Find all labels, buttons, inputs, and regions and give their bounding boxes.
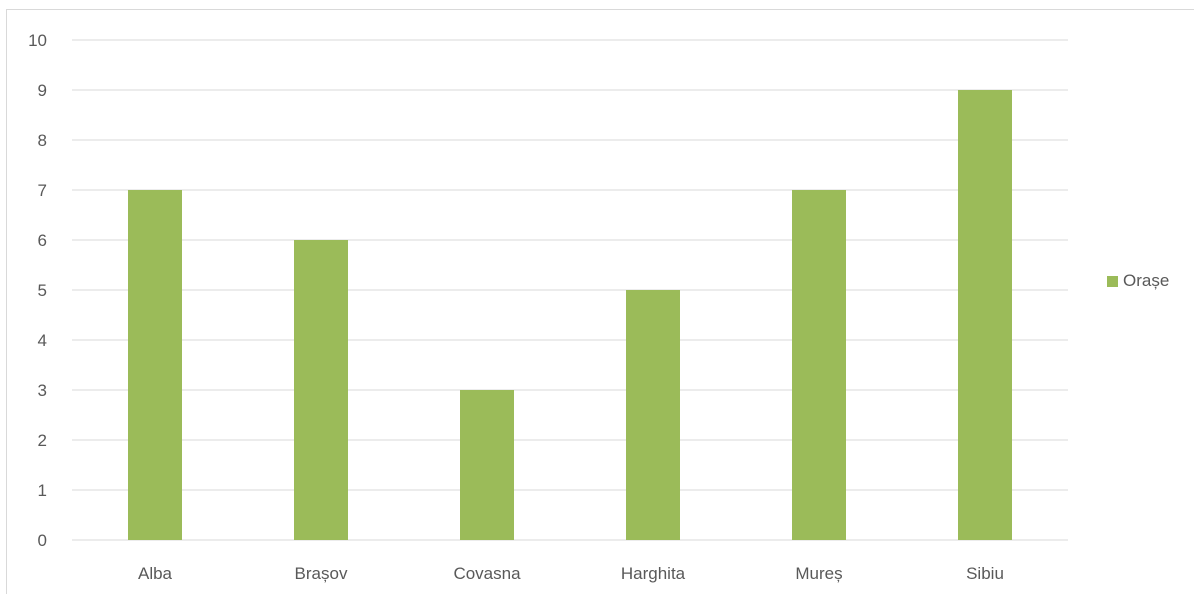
y-tick-label: 8 xyxy=(38,131,47,150)
x-tick-label: Alba xyxy=(138,564,173,583)
y-tick-label: 7 xyxy=(38,181,47,200)
y-tick-label: 9 xyxy=(38,81,47,100)
bar-brașov xyxy=(294,240,348,540)
bar-mureș xyxy=(792,190,846,540)
chart-frame xyxy=(6,9,1194,594)
legend: Orașe xyxy=(1107,271,1169,291)
y-axis-ticks: 0 1 2 3 4 5 6 7 8 9 10 xyxy=(28,31,47,550)
y-tick-label: 4 xyxy=(38,331,47,350)
x-tick-label: Brașov xyxy=(295,564,348,583)
bar-harghita xyxy=(626,290,680,540)
legend-swatch xyxy=(1107,275,1118,287)
bar-sibiu xyxy=(958,90,1012,540)
gridlines xyxy=(72,39,1068,541)
y-tick-label: 1 xyxy=(38,481,47,500)
y-tick-label: 0 xyxy=(38,531,47,550)
bar-covasna xyxy=(460,390,514,540)
y-tick-label: 10 xyxy=(28,31,47,50)
bars xyxy=(128,90,1012,540)
y-tick-label: 5 xyxy=(38,281,47,300)
x-tick-label: Mureș xyxy=(795,564,842,583)
y-tick-label: 2 xyxy=(38,431,47,450)
y-tick-label: 6 xyxy=(38,231,47,250)
x-tick-label: Covasna xyxy=(453,564,521,583)
x-axis-ticks: Alba Brașov Covasna Harghita Mureș Sibiu xyxy=(138,564,1004,583)
x-tick-label: Sibiu xyxy=(966,564,1004,583)
x-tick-label: Harghita xyxy=(621,564,686,583)
y-tick-label: 3 xyxy=(38,381,47,400)
bar-alba xyxy=(128,190,182,540)
legend-label: Orașe xyxy=(1123,271,1170,290)
